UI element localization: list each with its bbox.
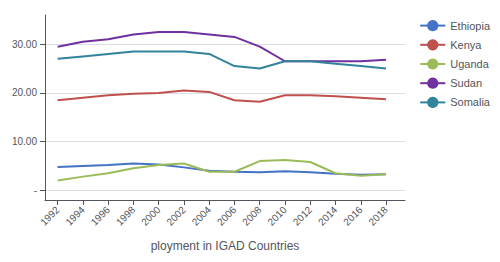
svg-text:2004: 2004 (190, 204, 214, 228)
svg-text:1994: 1994 (63, 204, 87, 228)
svg-text:Sudan: Sudan (450, 77, 482, 89)
svg-text:2002: 2002 (164, 204, 188, 228)
svg-text:2008: 2008 (240, 204, 264, 228)
svg-text:Uganda: Uganda (450, 58, 489, 70)
svg-text:2000: 2000 (139, 204, 163, 228)
svg-text:10.00: 10.00 (12, 136, 37, 147)
svg-text:2010: 2010 (265, 204, 289, 228)
svg-text:20.00: 20.00 (12, 87, 37, 98)
svg-text:Kenya: Kenya (450, 39, 482, 51)
svg-text:Ethiopia: Ethiopia (450, 20, 491, 32)
svg-text:Somalia: Somalia (450, 96, 491, 108)
svg-text:-: - (34, 185, 37, 196)
svg-text:2018: 2018 (366, 204, 390, 228)
svg-text:ployment in IGAD Countries: ployment in IGAD Countries (151, 239, 300, 253)
svg-text:30.00: 30.00 (12, 39, 37, 50)
svg-text:1992: 1992 (38, 204, 62, 228)
svg-text:1998: 1998 (114, 204, 138, 228)
svg-text:2006: 2006 (215, 204, 239, 228)
svg-text:2016: 2016 (341, 204, 365, 228)
svg-text:2014: 2014 (316, 204, 340, 228)
svg-text:1996: 1996 (89, 204, 113, 228)
svg-text:2012: 2012 (291, 204, 315, 228)
